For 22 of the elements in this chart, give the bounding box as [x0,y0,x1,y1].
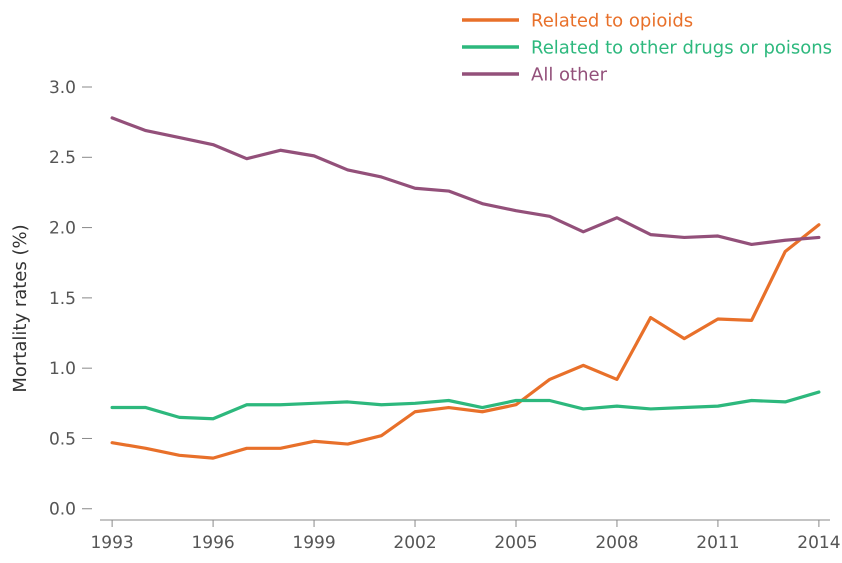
x-tick-label: 1993 [90,533,134,553]
x-tick-label: 1999 [292,533,336,553]
y-tick-label: 2.0 [48,218,76,239]
x-tick-label: 2002 [393,533,437,553]
line-series [110,116,820,246]
y-tick-label: 3.0 [48,78,76,98]
legend-label: All other [531,64,608,86]
x-tick-label: 2011 [696,533,740,553]
line-series [110,390,820,420]
y-axis-title: Mortality rates (%) [10,224,31,393]
y-tick-label: 0.5 [48,429,76,450]
y-tick-label: 1.5 [48,288,76,309]
line-series [110,223,820,460]
x-tick-label: 2008 [595,533,639,553]
y-tick-label: 1.0 [48,359,76,380]
legend-label: Related to opioids [531,10,694,32]
x-tick-label: 2005 [494,533,538,553]
legend-label: Related to other drugs or poisons [531,37,832,58]
x-tick-label: 2014 [797,533,841,553]
y-tick-label: 2.5 [48,148,76,168]
y-tick-label: 0.0 [48,500,76,520]
x-tick-label: 1996 [191,533,235,553]
